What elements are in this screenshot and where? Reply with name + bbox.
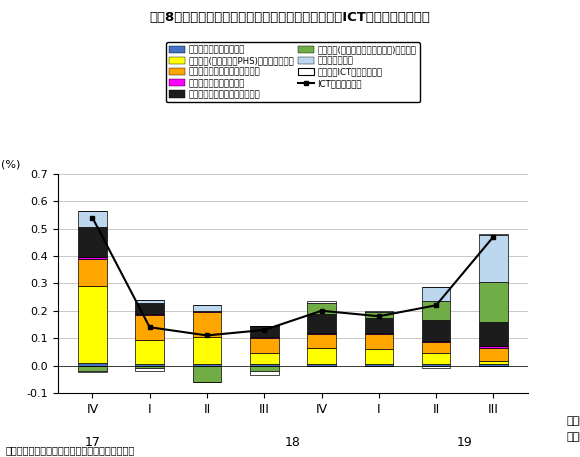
Bar: [307, 348, 336, 364]
Bar: [422, 320, 451, 341]
Bar: [135, 300, 164, 303]
Legend: 固定電話使用料・寄与度, 移動電話(携帯電話・PHS)使用料・寄与度, インターネット接続料・寄与度, 民間放送受信料・寄与度, 移動電話他の通信機器・寄与度,: 固定電話使用料・寄与度, 移動電話(携帯電話・PHS)使用料・寄与度, インター…: [166, 42, 420, 102]
Bar: [307, 301, 336, 303]
Bar: [250, 338, 278, 353]
Title: 家計消費支出(家計消費状況調査)に占めるICT関連消費の寄与度: 家計消費支出(家計消費状況調査)に占めるICT関連消費の寄与度: [200, 66, 386, 76]
Bar: [193, 311, 222, 312]
Bar: [307, 333, 336, 334]
Bar: [78, 227, 107, 257]
Text: (%): (%): [1, 159, 20, 169]
Bar: [479, 234, 508, 235]
Bar: [78, 211, 107, 227]
Bar: [422, 341, 451, 342]
Bar: [250, 353, 278, 364]
Bar: [422, 353, 451, 364]
Bar: [479, 364, 508, 366]
Bar: [364, 349, 393, 364]
Text: （年）: （年）: [567, 432, 580, 442]
Text: （出所）総務省「家計消費状況調査」より作成。: （出所）総務省「家計消費状況調査」より作成。: [6, 445, 135, 455]
Bar: [193, 364, 222, 366]
Bar: [422, 364, 451, 366]
Bar: [250, 337, 278, 338]
Bar: [250, 371, 278, 375]
Bar: [364, 311, 393, 312]
Bar: [135, 303, 164, 314]
Bar: [135, 364, 164, 366]
Bar: [193, 305, 222, 311]
Bar: [479, 282, 508, 322]
Bar: [193, 337, 222, 364]
Bar: [422, 301, 451, 320]
Text: 17: 17: [85, 436, 100, 449]
Bar: [479, 348, 508, 361]
Bar: [422, 366, 451, 368]
Bar: [364, 312, 393, 318]
Bar: [135, 314, 164, 315]
Text: 19: 19: [457, 436, 473, 449]
Bar: [364, 333, 393, 334]
Text: （期）: （期）: [567, 415, 580, 425]
Bar: [364, 364, 393, 366]
Bar: [307, 314, 336, 333]
Bar: [422, 287, 451, 301]
Bar: [135, 368, 164, 371]
Bar: [78, 366, 107, 371]
Bar: [479, 346, 508, 348]
Bar: [135, 340, 164, 364]
Text: 18: 18: [285, 436, 301, 449]
Bar: [193, 366, 222, 382]
Text: 図袆8　家計消費支出（家計消費状況調査）に占めるICT関連消費の寄与度: 図袆8 家計消費支出（家計消費状況調査）に占めるICT関連消費の寄与度: [150, 11, 430, 24]
Bar: [193, 312, 222, 337]
Bar: [364, 334, 393, 349]
Bar: [135, 366, 164, 368]
Bar: [364, 318, 393, 333]
Bar: [78, 259, 107, 286]
Bar: [307, 334, 336, 348]
Bar: [250, 366, 278, 371]
Bar: [135, 315, 164, 340]
Bar: [250, 364, 278, 366]
Bar: [78, 363, 107, 366]
Bar: [479, 361, 508, 364]
Bar: [307, 364, 336, 366]
Bar: [479, 322, 508, 346]
Bar: [78, 371, 107, 372]
Bar: [307, 303, 336, 314]
Bar: [78, 257, 107, 259]
Bar: [250, 326, 278, 337]
Bar: [479, 235, 508, 282]
Bar: [422, 342, 451, 353]
Bar: [78, 286, 107, 363]
